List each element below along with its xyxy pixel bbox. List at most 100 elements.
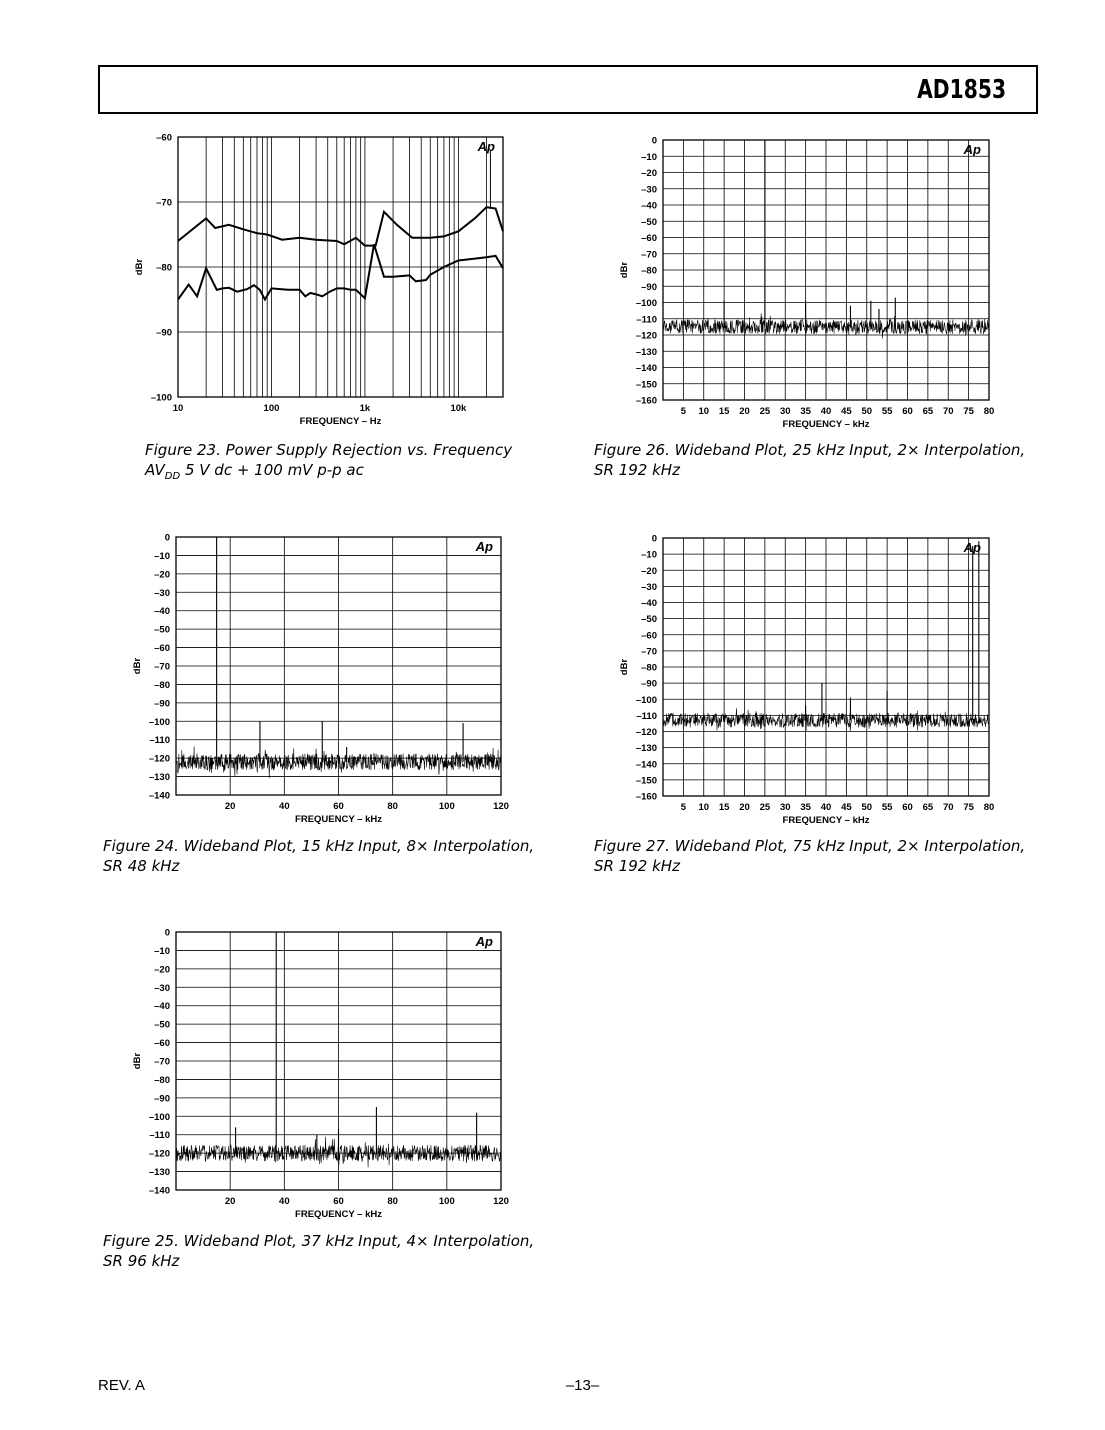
fig26-ytick-label: –50 — [641, 217, 657, 228]
fig26-ytick-label: –110 — [636, 314, 657, 325]
fig26-ytick-label: –130 — [636, 347, 657, 358]
fig27-ytick-label: –120 — [636, 727, 657, 738]
fig23-xticks: 10 100 1k 10k — [173, 403, 467, 414]
header-box: AD1853 — [98, 65, 1038, 114]
fig26-xtick-label: 50 — [861, 406, 872, 417]
fig26-xticks: 5 10 15 20 25 30 35 40 45 50 55 60 65 70 75 80 — [681, 406, 995, 417]
fig26-ytick-label: –10 — [641, 152, 657, 163]
fig24-xlabel: FREQUENCY – kHz — [295, 814, 382, 825]
fig23-xtick-label: 1k — [360, 403, 371, 414]
fig27-ylabel: dBr — [619, 659, 630, 676]
fig25-plot-frame — [175, 931, 502, 1191]
fig26-ylabel: dBr — [619, 262, 630, 279]
fig27-xtick-label: 55 — [882, 802, 893, 813]
fig27-ytick-label: –100 — [636, 695, 657, 706]
fig23-ytick-label: –100 — [151, 393, 172, 404]
fig27-ytick-label: –40 — [641, 598, 657, 609]
fig26-xtick-label: 30 — [780, 406, 791, 417]
fig27-noise-floor-trace — [662, 708, 990, 732]
footer-revision: REV. A — [98, 1377, 145, 1394]
fig27-xtick-label: 45 — [841, 802, 852, 813]
caption-fig23: Figure 23. Power Supply Rejection vs. Fr… — [145, 440, 512, 487]
caption-fig24: Figure 24. Wideband Plot, 15 kHz Input, … — [103, 836, 534, 876]
fig24-ytick-label: –70 — [154, 662, 170, 673]
fig26-xtick-label: 10 — [698, 406, 709, 417]
fig26-xtick-label: 5 — [681, 406, 687, 417]
fig24-ytick-label: 0 — [165, 533, 170, 544]
fig27-xtick-label: 70 — [943, 802, 954, 813]
fig24-ytick-label: –120 — [149, 754, 170, 765]
fig24-ytick-label: –40 — [154, 606, 170, 617]
fig27-yticks: 0 –10 –20 –30 –40 –50 –60 –70 –80 –90 –100 –110 –120… — [636, 534, 657, 803]
fig26-xtick-label: 25 — [760, 406, 771, 417]
fig26-xtick-label: 15 — [719, 406, 730, 417]
fig24-ytick-label: –60 — [154, 643, 170, 654]
fig24-ytick-label: –50 — [154, 625, 170, 636]
caption-fig25: Figure 25. Wideband Plot, 37 kHz Input, … — [103, 1231, 534, 1271]
fig25-ytick-label: –90 — [154, 1093, 170, 1104]
fig24-xticks: 20 40 60 80 100 120 — [225, 801, 509, 812]
fig27-ytick-label: –130 — [636, 743, 657, 754]
fig24-xtick-label: 120 — [493, 801, 509, 812]
fig27-xtick-label: 5 — [681, 802, 687, 813]
fig26-ytick-label: –120 — [636, 331, 657, 342]
fig23-yticks: –60 –70 –80 –90 –100 — [151, 133, 172, 404]
fig27-xtick-label: 40 — [821, 802, 832, 813]
fig25-ytick-label: –70 — [154, 1057, 170, 1068]
caption-fig23-sub: DD — [164, 471, 181, 482]
fig23-xtick-label: 100 — [264, 403, 280, 414]
caption-fig27-line1: Figure 27. Wideband Plot, 75 kHz Input, … — [594, 837, 1026, 855]
fig26-ytick-label: –150 — [636, 379, 657, 390]
fig26-xtick-label: 65 — [923, 406, 934, 417]
fig25-xtick-label: 60 — [333, 1196, 344, 1207]
fig23-series-1-line — [177, 206, 504, 247]
fig27-ytick-label: –150 — [636, 775, 657, 786]
fig26-xtick-label: 45 — [841, 406, 852, 417]
caption-fig26: Figure 26. Wideband Plot, 25 kHz Input, … — [594, 440, 1025, 480]
fig26-grid — [663, 140, 989, 400]
fig25-ytick-label: 0 — [165, 928, 170, 939]
fig25-yticks: 0 –10 –20 –30 –40 –50 –60 –70 –80 –90 –100 –110 –120… — [149, 928, 170, 1197]
fig26-ytick-label: 0 — [652, 136, 657, 147]
fig27-ap-watermark: Ap — [963, 540, 981, 555]
fig27-xtick-label: 35 — [800, 802, 811, 813]
fig26-xtick-label: 55 — [882, 406, 893, 417]
fig25-ytick-label: –30 — [154, 983, 170, 994]
fig27-ytick-label: –30 — [641, 582, 657, 593]
fig27-ytick-label: –20 — [641, 566, 657, 577]
fig27-ytick-label: –140 — [636, 759, 657, 770]
chart-fig25: 0 –10 –20 –30 –40 –50 –60 –70 –80 –90 –100 –110 –120… — [132, 928, 509, 1221]
fig27-ytick-label: –50 — [641, 614, 657, 625]
fig24-ytick-label: –140 — [149, 791, 170, 802]
fig25-ytick-label: –80 — [154, 1075, 170, 1086]
fig23-grid — [177, 136, 504, 398]
fig26-ytick-label: –90 — [641, 282, 657, 293]
fig25-xticks: 20 40 60 80 100 120 — [225, 1196, 509, 1207]
fig26-ap-watermark: Ap — [963, 142, 981, 157]
fig27-ytick-label: –90 — [641, 679, 657, 690]
footer-page-number: –13– — [565, 1377, 600, 1394]
fig27-xtick-label: 10 — [698, 802, 709, 813]
fig27-xtick-label: 25 — [760, 802, 771, 813]
fig24-ytick-label: –30 — [154, 588, 170, 599]
fig27-ytick-label: –110 — [636, 711, 657, 722]
fig25-ytick-label: –50 — [154, 1020, 170, 1031]
fig26-xtick-label: 35 — [800, 406, 811, 417]
fig25-ytick-label: –140 — [149, 1186, 170, 1197]
fig26-ytick-label: –160 — [636, 396, 657, 407]
fig27-xtick-label: 20 — [739, 802, 750, 813]
fig27-xtick-label: 60 — [902, 802, 913, 813]
fig26-ytick-label: –60 — [641, 233, 657, 244]
fig23-ytick-label: –70 — [156, 198, 172, 209]
fig25-ytick-label: –60 — [154, 1038, 170, 1049]
fig27-xticks: 5 10 15 20 25 30 35 40 45 50 55 60 65 70 75 80 — [681, 802, 995, 813]
fig27-ytick-label: 0 — [652, 534, 657, 545]
fig26-xtick-label: 70 — [943, 406, 954, 417]
fig24-xtick-label: 100 — [439, 801, 455, 812]
chart-fig27: 0 –10 –20 –30 –40 –50 –60 –70 –80 –90 –100 –110 –120… — [619, 534, 995, 827]
fig27-xtick-label: 65 — [923, 802, 934, 813]
fig24-ytick-label: –130 — [149, 772, 170, 783]
fig24-grid — [176, 537, 501, 795]
fig24-ytick-label: –80 — [154, 680, 170, 691]
